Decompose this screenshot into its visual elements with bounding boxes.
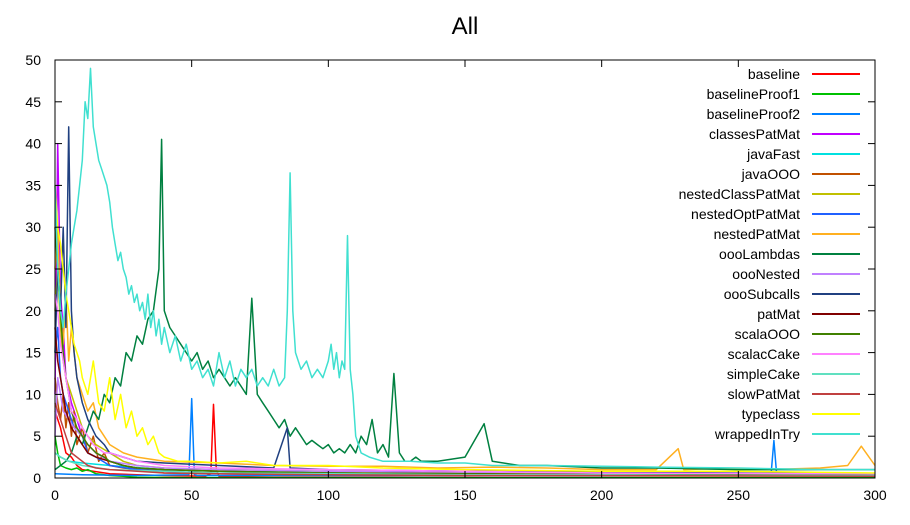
y-tick-label: 15 xyxy=(25,345,41,361)
legend-label: oooSubcalls xyxy=(724,286,800,302)
x-tick-label: 300 xyxy=(863,487,887,503)
y-tick-label: 50 xyxy=(25,52,41,68)
y-tick-label: 25 xyxy=(25,261,41,277)
legend-label: scalacCake xyxy=(728,346,801,362)
legend-label: nestedOptPatMat xyxy=(691,206,800,222)
x-tick-label: 100 xyxy=(317,487,341,503)
series-line-scalacCake xyxy=(54,293,876,475)
x-tick-label: 50 xyxy=(184,487,200,503)
legend-label: javaOOO xyxy=(741,166,800,182)
legend-label: simpleCake xyxy=(727,366,800,382)
legend-label: oooNested xyxy=(732,266,800,282)
y-axis: 0 5 10 15 20 25 30 35 40 45 50 xyxy=(25,52,875,486)
y-tick-label: 10 xyxy=(25,386,41,402)
legend: baseline baselineProof1 baselineProof2 clas… xyxy=(679,66,860,442)
y-tick-label: 45 xyxy=(25,94,41,110)
legend-label: javaFast xyxy=(746,146,800,162)
legend-label: wrappedInTry xyxy=(714,426,800,442)
legend-label: typeclass xyxy=(742,406,800,422)
legend-label: oooLambdas xyxy=(719,246,800,262)
legend-label: nestedClassPatMat xyxy=(679,186,801,202)
legend-label: nestedPatMat xyxy=(714,226,800,242)
legend-label: baselineProof2 xyxy=(707,106,801,122)
legend-label: baselineProof1 xyxy=(707,86,801,102)
y-tick-label: 40 xyxy=(25,136,41,152)
series-line-wrappedInTry xyxy=(54,67,875,471)
x-tick-label: 200 xyxy=(590,487,614,503)
y-tick-label: 20 xyxy=(25,303,41,319)
legend-label: patMat xyxy=(757,306,800,322)
y-tick-label: 0 xyxy=(33,470,41,486)
y-tick-label: 35 xyxy=(25,177,41,193)
legend-label: slowPatMat xyxy=(728,386,800,402)
x-axis: 0 50 100 150 200 250 300 xyxy=(51,60,887,503)
chart-title: All xyxy=(452,13,479,40)
x-tick-label: 0 xyxy=(51,487,59,503)
series-group xyxy=(54,67,876,479)
y-tick-label: 5 xyxy=(33,428,41,444)
x-tick-label: 250 xyxy=(727,487,751,503)
legend-label: baseline xyxy=(748,66,800,82)
x-tick-label: 150 xyxy=(453,487,477,503)
series-line-typeclass xyxy=(54,185,876,474)
legend-label: classesPatMat xyxy=(709,126,800,142)
series-line-baselineProof2 xyxy=(54,397,876,477)
series-line-scalaOOO xyxy=(54,227,876,477)
y-tick-label: 30 xyxy=(25,219,41,235)
legend-label: scalaOOO xyxy=(735,326,800,342)
